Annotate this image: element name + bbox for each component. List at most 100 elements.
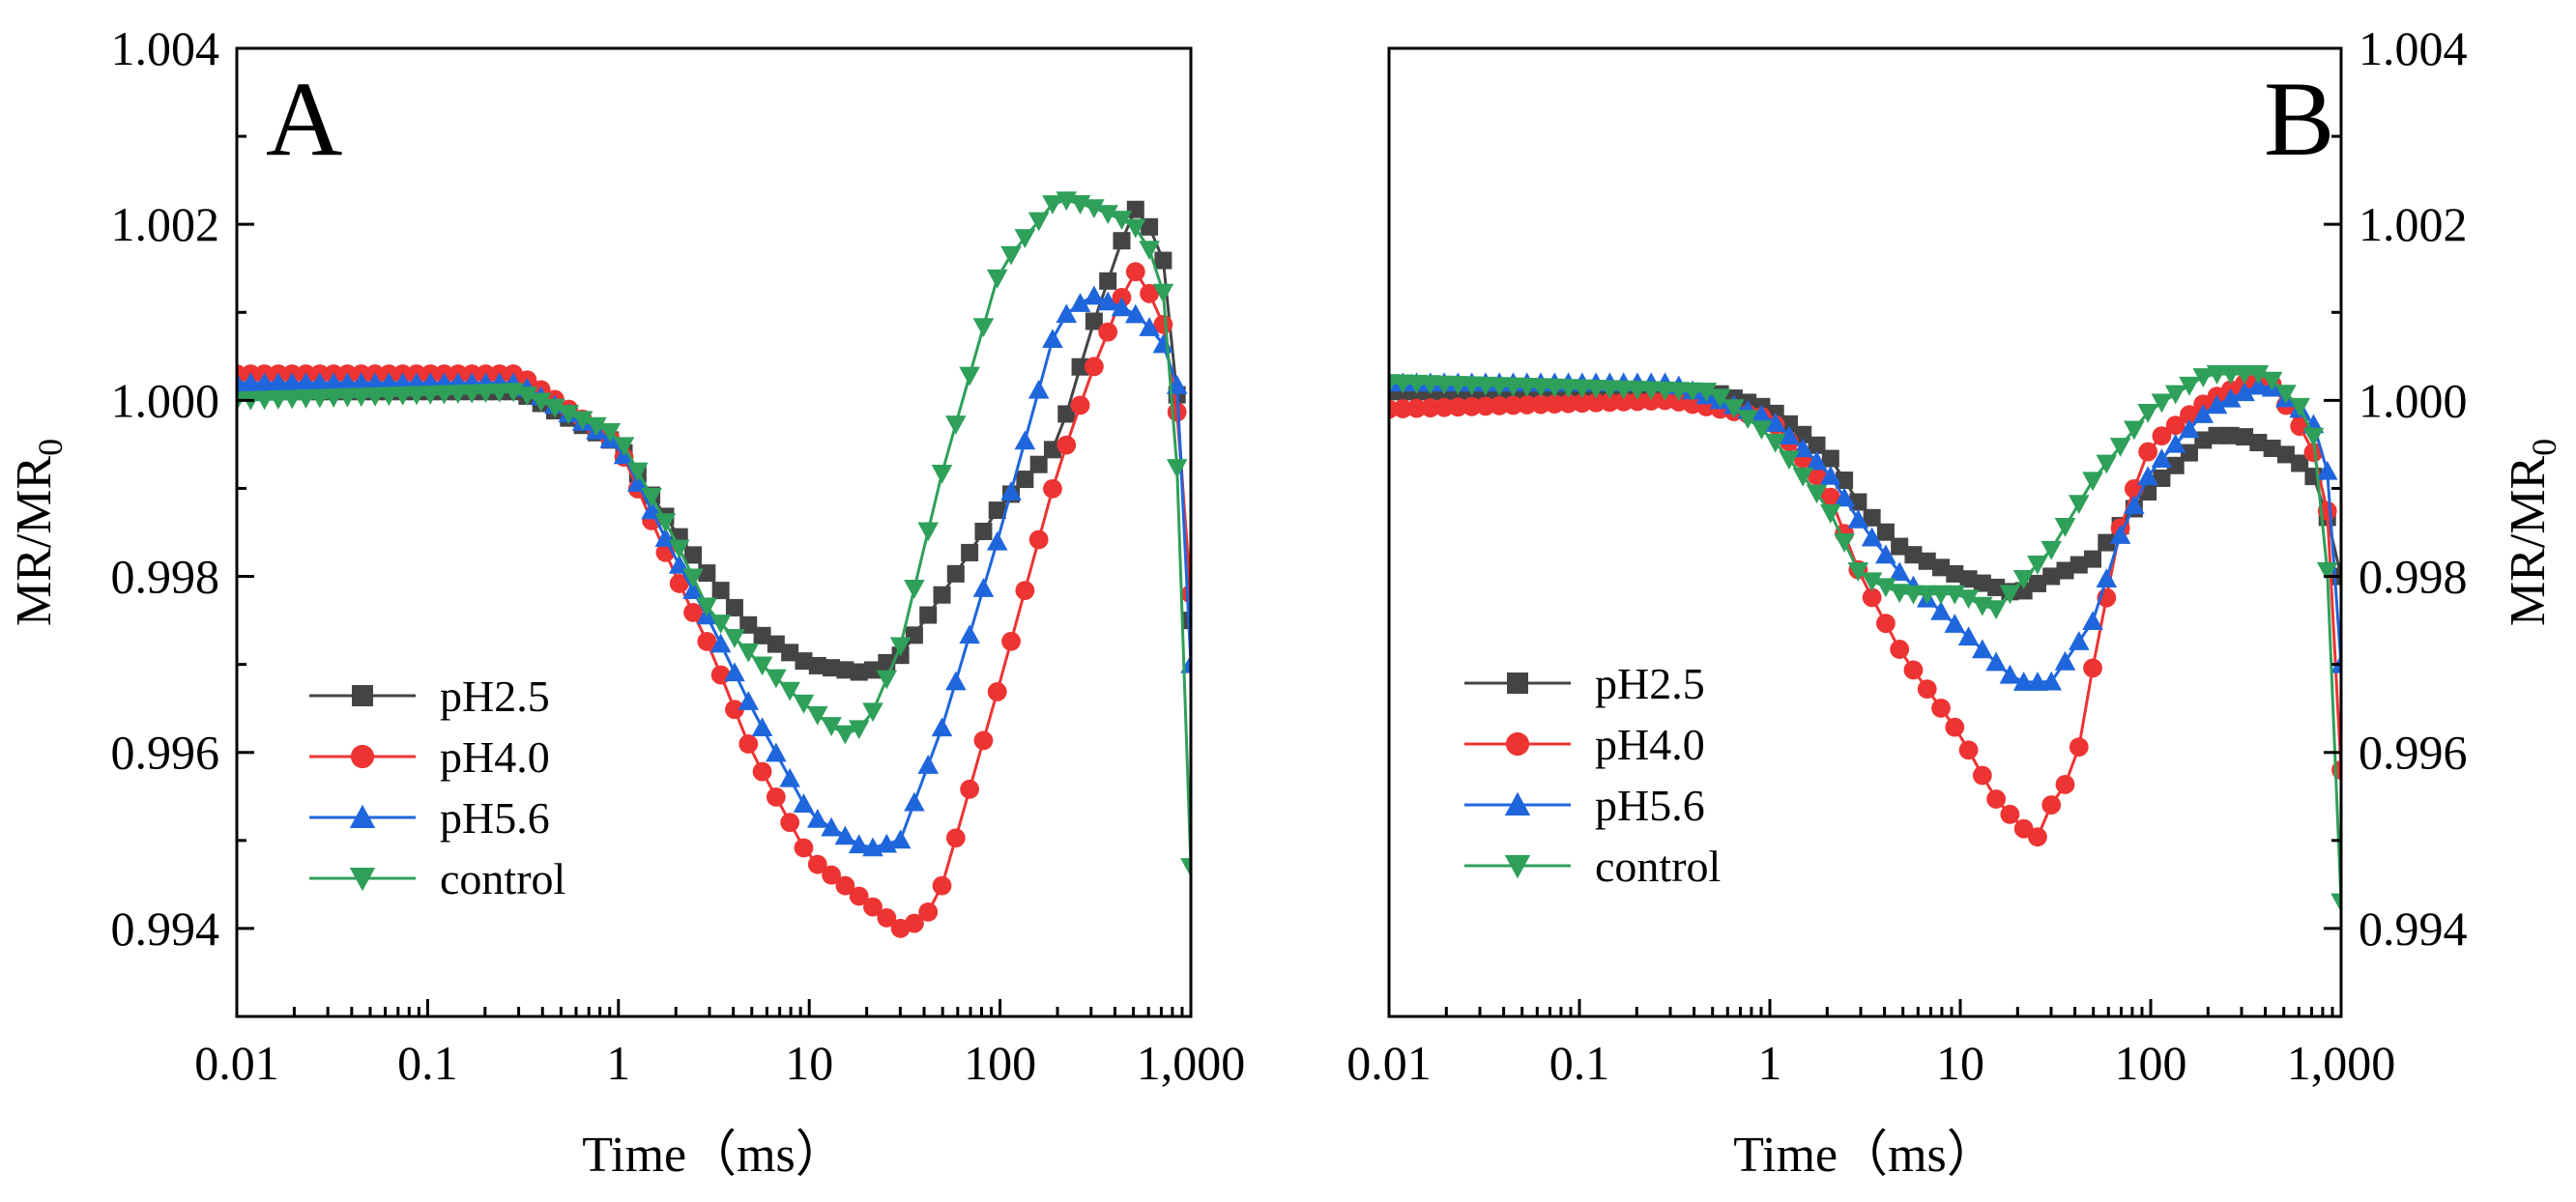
data-point	[753, 626, 771, 644]
legend-label: pH4.0	[440, 732, 550, 782]
data-point	[1863, 508, 1881, 527]
series-control	[237, 191, 1191, 877]
data-point	[864, 661, 882, 679]
data-point	[808, 656, 826, 674]
data-point	[1406, 398, 1427, 418]
data-point	[2192, 404, 2214, 423]
data-point	[766, 787, 786, 807]
data-point	[1433, 375, 1455, 395]
data-point	[961, 543, 979, 561]
data-point	[1389, 383, 1398, 401]
data-point	[448, 385, 469, 405]
data-point	[794, 838, 814, 858]
data-point	[295, 389, 317, 409]
data-point	[933, 586, 951, 604]
data-point	[1682, 382, 1703, 402]
y-tick-label: 1.004	[2359, 21, 2468, 75]
data-point	[2012, 569, 2035, 589]
data-point	[946, 564, 965, 583]
data-point	[1958, 740, 1979, 760]
y-tick-label: 0.996	[111, 726, 220, 780]
data-point	[1014, 430, 1036, 450]
data-point	[2263, 439, 2281, 457]
data-point	[1517, 395, 1537, 415]
y-tick-label: 1.004	[111, 21, 220, 75]
data-point	[1015, 581, 1035, 601]
data-point	[571, 411, 593, 431]
data-point	[2234, 365, 2255, 385]
y-tick-label: 1.002	[2359, 197, 2468, 251]
data-point	[1847, 508, 1869, 529]
series-line	[237, 198, 1191, 868]
data-point	[1613, 391, 1634, 412]
y-tick-label: 0.998	[2359, 550, 2468, 604]
x-tick-label: 0.01	[1346, 1036, 1432, 1090]
data-point	[2096, 454, 2118, 474]
legend-marker	[1504, 855, 1531, 879]
data-point	[1557, 379, 1579, 398]
data-point	[2180, 444, 2198, 462]
data-point	[973, 730, 994, 751]
data-point	[2165, 415, 2185, 436]
y-tick-label: 1.000	[2359, 373, 2468, 427]
data-point	[1737, 410, 1758, 430]
data-point	[1099, 272, 1117, 290]
legend-label: pH4.0	[1595, 720, 1705, 769]
data-point	[795, 652, 813, 671]
data-point	[945, 828, 966, 848]
data-point	[711, 582, 730, 600]
data-point	[1931, 698, 1951, 718]
data-point	[309, 388, 331, 409]
data-point	[710, 665, 731, 685]
data-point	[2289, 397, 2310, 417]
data-point	[1028, 212, 1050, 232]
plot-frame	[235, 46, 1193, 1018]
panel-b: 0.01 0.1 1 10 100 1,000 0.994 0.996 0.998 1.000 1.…	[1346, 21, 2563, 1183]
y-tick-label: 0.994	[2359, 902, 2468, 956]
data-point	[1876, 523, 1895, 541]
data-point	[253, 372, 275, 392]
plot-area	[1389, 365, 2341, 913]
legend-item: pH5.6	[1464, 781, 1705, 830]
data-point	[1097, 291, 1118, 311]
data-point	[1389, 374, 1400, 393]
data-point	[1447, 376, 1469, 395]
data-point	[1973, 574, 1991, 592]
data-point	[822, 865, 841, 885]
series-pH2.5	[237, 200, 1191, 681]
series-control	[1389, 365, 2341, 913]
data-point	[281, 372, 304, 392]
series-pH5.6	[1389, 372, 2341, 691]
data-point	[931, 717, 953, 737]
y-tick-label: 0.998	[111, 550, 220, 604]
data-point	[1154, 251, 1172, 270]
data-point	[1628, 391, 1647, 412]
data-point	[1780, 415, 1798, 433]
data-point	[336, 387, 359, 408]
data-point	[1640, 381, 1663, 401]
data-point	[1029, 455, 1048, 473]
data-point	[2098, 533, 2116, 552]
data-point	[268, 390, 289, 410]
data-point	[2041, 671, 2063, 691]
plot-area	[237, 191, 1191, 938]
data-point	[1069, 293, 1091, 312]
data-point	[627, 462, 649, 482]
data-point	[960, 779, 980, 799]
data-point	[1709, 388, 1731, 409]
data-point	[2275, 385, 2297, 405]
data-point	[1667, 382, 1690, 402]
y-tick-label: 0.994	[111, 902, 220, 956]
data-point	[1056, 303, 1078, 324]
data-point	[1834, 533, 1855, 553]
data-point	[751, 656, 773, 676]
data-point	[613, 437, 635, 457]
data-point	[253, 390, 275, 411]
data-point	[1028, 529, 1049, 550]
data-point	[2291, 454, 2309, 472]
data-point	[696, 597, 718, 617]
data-point	[986, 530, 1008, 551]
data-point	[2055, 775, 2075, 794]
x-axis-title: Time（ms）	[1733, 1128, 1997, 1183]
data-point	[2054, 650, 2076, 671]
